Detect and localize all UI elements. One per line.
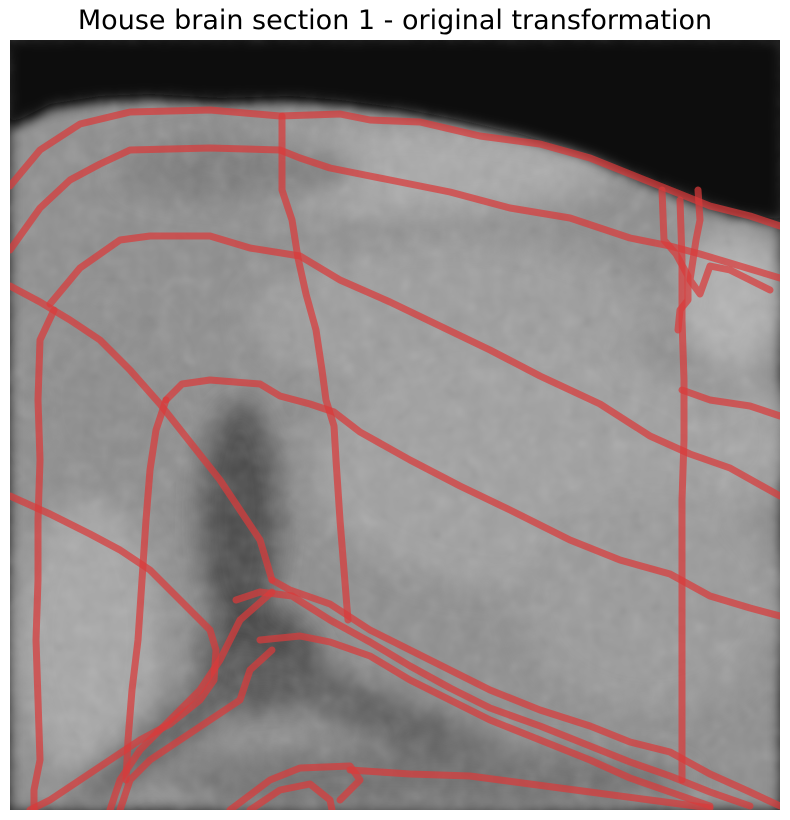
boundary-diagonal-left — [106, 588, 276, 810]
boundary-bottom-line — [346, 766, 714, 810]
boundary-right-lower — [678, 386, 780, 420]
boundary-layer-4 — [46, 232, 780, 500]
boundary-bottom-arc-2 — [246, 780, 336, 810]
boundary-center-curve — [268, 576, 780, 810]
atlas-boundaries — [10, 106, 780, 810]
boundary-outer-top — [10, 106, 780, 230]
boundary-bottom-arc — [226, 762, 364, 810]
brain-section-svg — [10, 40, 780, 810]
boundary-layer-2 — [10, 144, 780, 282]
top-dark-band — [10, 40, 780, 220]
boundary-layer-3 — [10, 282, 276, 584]
figure-title: Mouse brain section 1 - original transfo… — [77, 5, 713, 36]
boundary-lower-left — [10, 492, 220, 810]
boundary-center-curve-2 — [232, 588, 754, 810]
boundary-diagonal-left-2 — [116, 646, 276, 810]
boundary-right-branch — [686, 186, 774, 298]
boundary-center-curve-3 — [256, 632, 714, 810]
boundary-vertical-right — [676, 196, 688, 784]
boundary-vertical-left — [30, 306, 58, 810]
brain-section-image — [10, 40, 780, 810]
boundary-vertical-center — [278, 112, 352, 624]
boundary-inner-left — [122, 396, 170, 784]
